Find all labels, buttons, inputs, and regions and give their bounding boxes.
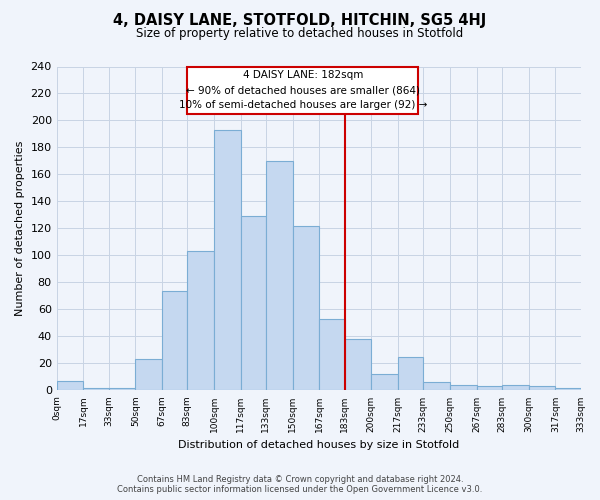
Bar: [371, 374, 398, 390]
Text: 4, DAISY LANE, STOTFOLD, HITCHIN, SG5 4HJ: 4, DAISY LANE, STOTFOLD, HITCHIN, SG5 4H…: [113, 12, 487, 28]
Bar: [136, 360, 162, 390]
Bar: [319, 319, 344, 390]
Bar: [423, 382, 450, 390]
Bar: [293, 226, 319, 390]
Bar: [83, 388, 109, 390]
Text: Contains HM Land Registry data © Crown copyright and database right 2024.
Contai: Contains HM Land Registry data © Crown c…: [118, 474, 482, 494]
Bar: [529, 386, 556, 390]
Bar: [502, 385, 529, 390]
Bar: [556, 388, 581, 390]
Text: 4 DAISY LANE: 182sqm
← 90% of detached houses are smaller (864)
10% of semi-deta: 4 DAISY LANE: 182sqm ← 90% of detached h…: [179, 70, 427, 110]
Bar: [241, 216, 266, 390]
Bar: [187, 252, 214, 390]
Bar: [214, 130, 241, 390]
Bar: [162, 290, 187, 390]
X-axis label: Distribution of detached houses by size in Stotfold: Distribution of detached houses by size …: [178, 440, 459, 450]
Bar: [266, 161, 293, 390]
Y-axis label: Number of detached properties: Number of detached properties: [15, 141, 25, 316]
FancyBboxPatch shape: [187, 66, 418, 114]
Bar: [56, 381, 83, 390]
Bar: [450, 385, 476, 390]
Bar: [398, 356, 423, 390]
Bar: [476, 386, 502, 390]
Text: Size of property relative to detached houses in Stotfold: Size of property relative to detached ho…: [136, 28, 464, 40]
Bar: [109, 388, 136, 390]
Bar: [344, 339, 371, 390]
